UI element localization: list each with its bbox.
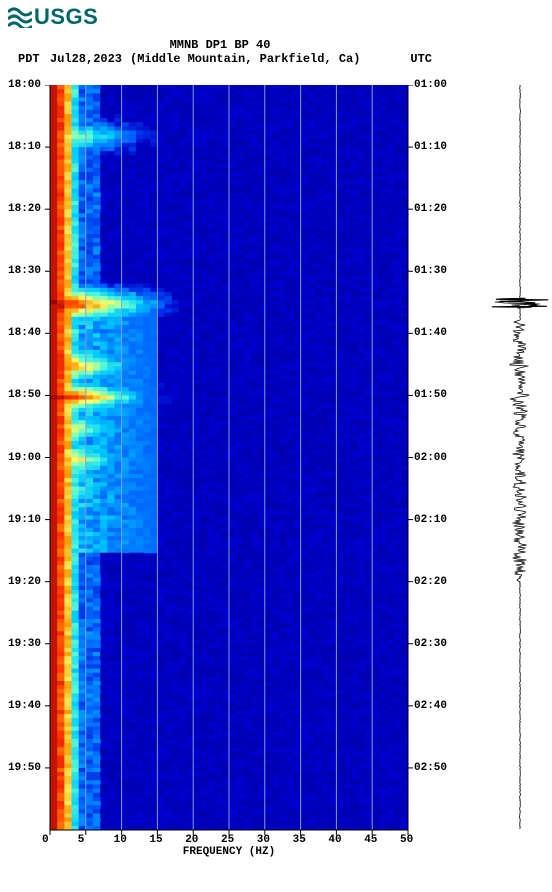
x-tick: 45 xyxy=(364,834,377,846)
y-left-tick: 18:40 xyxy=(8,327,41,339)
y-right-tick: 02:10 xyxy=(414,514,447,526)
usgs-wave-icon xyxy=(8,6,32,28)
x-tick: 10 xyxy=(114,834,127,846)
y-right-tick: 01:40 xyxy=(414,327,447,339)
x-tick: 40 xyxy=(328,834,341,846)
plot-area: 18:00 18:10 18:20 18:30 18:40 18:50 19:00 19:10… xyxy=(0,82,552,862)
y-right-tick: 01:50 xyxy=(414,389,447,401)
header-location: (Middle Mountain, Parkfield, Ca) xyxy=(130,52,360,66)
x-tick: 5 xyxy=(78,834,85,846)
waveform xyxy=(490,85,550,830)
x-tick: 25 xyxy=(221,834,234,846)
y-right-tick: 01:20 xyxy=(414,203,447,215)
y-right-tick: 01:00 xyxy=(414,79,447,91)
chart-title: MMNB DP1 BP 40 xyxy=(0,38,440,52)
y-left-tick: 19:50 xyxy=(8,762,41,774)
spectrogram-grid xyxy=(44,85,414,836)
y-right-tick: 02:00 xyxy=(414,452,447,464)
x-tick: 35 xyxy=(293,834,306,846)
header-date: Jul28,2023 xyxy=(50,52,122,66)
x-tick: 30 xyxy=(257,834,270,846)
y-right-tick: 02:30 xyxy=(414,638,447,650)
y-left-tick: 19:00 xyxy=(8,452,41,464)
y-left-tick: 18:30 xyxy=(8,265,41,277)
y-left-tick: 18:00 xyxy=(8,79,41,91)
x-tick: 0 xyxy=(42,834,49,846)
waveform-canvas xyxy=(490,85,550,830)
y-left-tick: 18:50 xyxy=(8,389,41,401)
y-left-tick: 18:20 xyxy=(8,203,41,215)
y-right-tick: 01:10 xyxy=(414,141,447,153)
tz-right-label: UTC xyxy=(410,52,432,66)
chart-header: MMNB DP1 BP 40 PDT Jul28,2023 (Middle Mo… xyxy=(0,38,440,66)
logo-text: USGS xyxy=(34,4,98,30)
usgs-logo: USGS xyxy=(8,4,98,30)
y-right-tick: 02:20 xyxy=(414,576,447,588)
y-left-tick: 19:40 xyxy=(8,700,41,712)
y-right-tick: 02:50 xyxy=(414,762,447,774)
y-right-tick: 01:30 xyxy=(414,265,447,277)
spectrogram xyxy=(50,85,408,830)
tz-left-label: PDT xyxy=(18,52,40,66)
y-right-tick: 02:40 xyxy=(414,700,447,712)
y-left-tick: 18:10 xyxy=(8,141,41,153)
y-left-tick: 19:30 xyxy=(8,638,41,650)
y-left-tick: 19:20 xyxy=(8,576,41,588)
y-left-tick: 19:10 xyxy=(8,514,41,526)
x-tick: 15 xyxy=(149,834,162,846)
x-tick: 20 xyxy=(185,834,198,846)
x-tick: 50 xyxy=(400,834,413,846)
x-axis-title: FREQUENCY (HZ) xyxy=(50,846,408,858)
